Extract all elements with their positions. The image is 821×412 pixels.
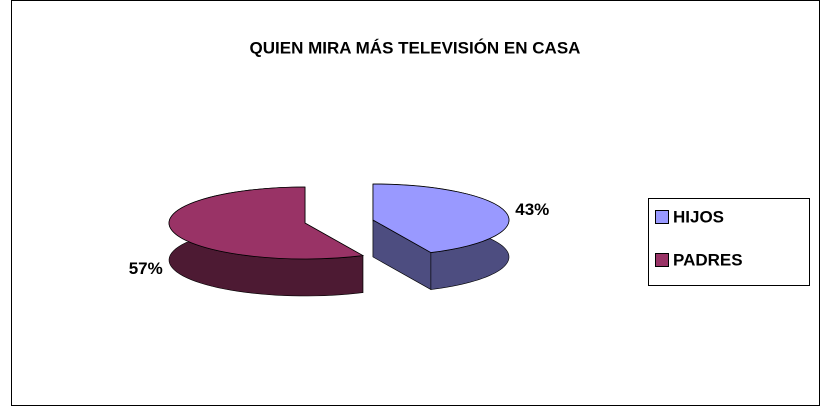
pie-slice: [168, 186, 365, 260]
legend-label: HIJOS: [673, 207, 724, 226]
data-label: 43%: [515, 200, 549, 219]
pie-slice: [372, 183, 510, 253]
legend-box: [648, 198, 810, 286]
data-label: 57%: [129, 259, 163, 278]
chart-title: QUIEN MIRA MÁS TELEVISIÓN EN CASA: [250, 38, 581, 57]
legend-swatch: [655, 253, 669, 267]
legend-swatch: [655, 210, 669, 224]
pie-tops: [168, 183, 510, 260]
legend-label: PADRES: [673, 250, 743, 269]
